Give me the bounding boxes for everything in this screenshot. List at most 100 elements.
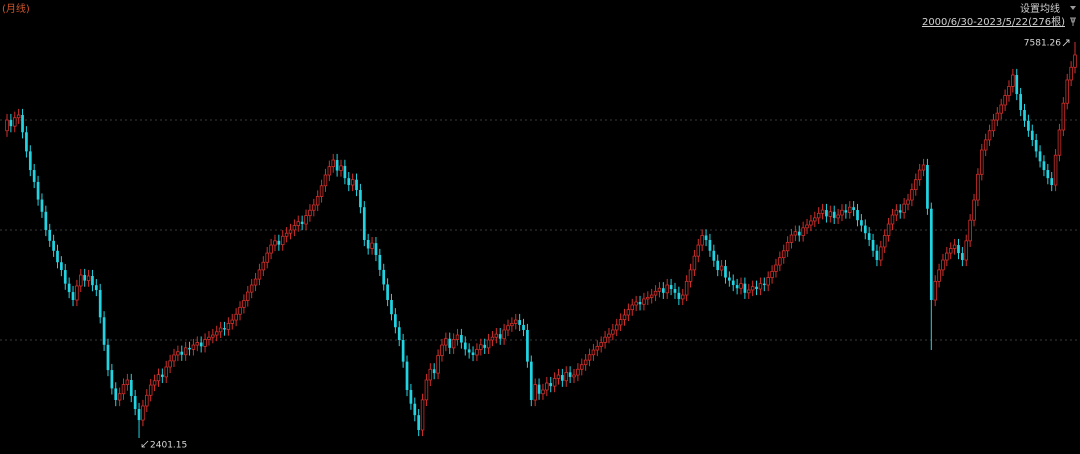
candle-body: [21, 114, 24, 133]
candle-body: [9, 120, 13, 127]
candle-body: [750, 286, 755, 291]
candle-body: [498, 334, 502, 339]
candle-body: [312, 204, 316, 211]
candle-body: [917, 169, 922, 181]
candle-body: [599, 342, 603, 347]
candle-body: [564, 371, 569, 382]
candle-body: [825, 210, 828, 217]
candle-body: [649, 294, 654, 298]
candle-body: [762, 283, 766, 286]
candle-body: [653, 290, 658, 296]
candle-body: [1023, 110, 1026, 121]
candle-body: [1069, 66, 1073, 81]
candle-body: [774, 264, 778, 272]
candle-body: [350, 179, 355, 186]
candle-body: [506, 325, 510, 331]
candle-body: [712, 250, 716, 261]
candle-body: [1034, 139, 1038, 152]
candle-body: [343, 165, 347, 179]
candle-body: [852, 207, 855, 211]
candle-body: [273, 240, 277, 246]
candle-body: [860, 220, 863, 226]
candle-body: [964, 240, 969, 261]
candle-body: [634, 301, 638, 306]
candle-body: [79, 274, 83, 287]
candle-body: [778, 257, 782, 266]
candle-body: [102, 317, 106, 345]
candle-body: [731, 280, 735, 286]
candle-body: [614, 324, 619, 331]
candle-body: [359, 189, 362, 208]
candle-body: [413, 403, 417, 416]
candle-body: [75, 285, 79, 301]
candle-body: [366, 239, 370, 249]
candle-body: [242, 300, 246, 308]
candle-body: [249, 284, 254, 293]
candle-body: [840, 209, 844, 216]
candle-body: [280, 235, 285, 246]
candle-body: [937, 269, 941, 282]
candle-body: [409, 390, 413, 404]
candle-body: [382, 269, 386, 285]
candle-body: [1046, 170, 1050, 179]
candle-body: [152, 380, 157, 386]
candle-body: [106, 344, 110, 371]
candle-body: [665, 284, 669, 294]
candle-body: [475, 349, 479, 356]
candle-body: [906, 199, 910, 205]
candle-body: [995, 112, 1000, 121]
candle-body: [483, 344, 487, 348]
candle-body: [987, 130, 992, 141]
candle-body: [684, 280, 689, 296]
max-arrow: [1062, 39, 1070, 47]
candle-body: [626, 309, 631, 316]
candle-body: [172, 354, 176, 362]
candle-body: [397, 327, 401, 341]
candle-body: [661, 288, 665, 293]
candle-body: [933, 280, 937, 301]
candle-body: [611, 329, 615, 335]
candle-body: [467, 349, 471, 353]
candle-body: [52, 240, 55, 251]
candle-body: [580, 364, 584, 370]
candle-body: [86, 275, 91, 281]
candle-body: [455, 334, 460, 340]
pin-icon[interactable]: [1070, 17, 1076, 26]
candle-body: [914, 179, 918, 191]
candle-body: [168, 360, 172, 368]
candle-body: [638, 302, 642, 305]
chart-title: (月线): [2, 2, 30, 15]
candle-body: [390, 300, 393, 315]
date-range: 2000/6/30-2023/5/22(276根): [922, 15, 1065, 28]
candle-body: [724, 266, 727, 278]
candle-body: [180, 351, 184, 355]
candle-body: [518, 320, 521, 325]
candle-body: [828, 211, 833, 217]
candle-body: [308, 209, 312, 217]
candle-body: [36, 181, 40, 200]
dropdown-arrow[interactable]: [1070, 6, 1076, 10]
candle-body: [688, 269, 693, 282]
candle-body: [789, 234, 794, 243]
candle-body: [440, 344, 444, 356]
candle-body: [1019, 94, 1022, 111]
candle-body: [370, 242, 374, 249]
candle-body: [894, 209, 899, 216]
candle-body: [1030, 130, 1034, 140]
ma-button[interactable]: 设置均线: [1020, 2, 1060, 15]
candle-body: [844, 210, 848, 213]
candle-body: [545, 382, 549, 391]
candle-body: [486, 339, 491, 349]
candle-body: [607, 333, 611, 338]
candle-body: [145, 394, 149, 407]
candle-body: [991, 119, 996, 132]
candle-body: [67, 283, 71, 293]
candle-body: [805, 224, 809, 229]
candle-body: [304, 215, 308, 225]
candle-body: [568, 372, 572, 377]
candle-body: [595, 345, 600, 351]
candle-body: [40, 199, 44, 212]
candle-body: [910, 189, 914, 201]
candle-body: [556, 374, 561, 379]
